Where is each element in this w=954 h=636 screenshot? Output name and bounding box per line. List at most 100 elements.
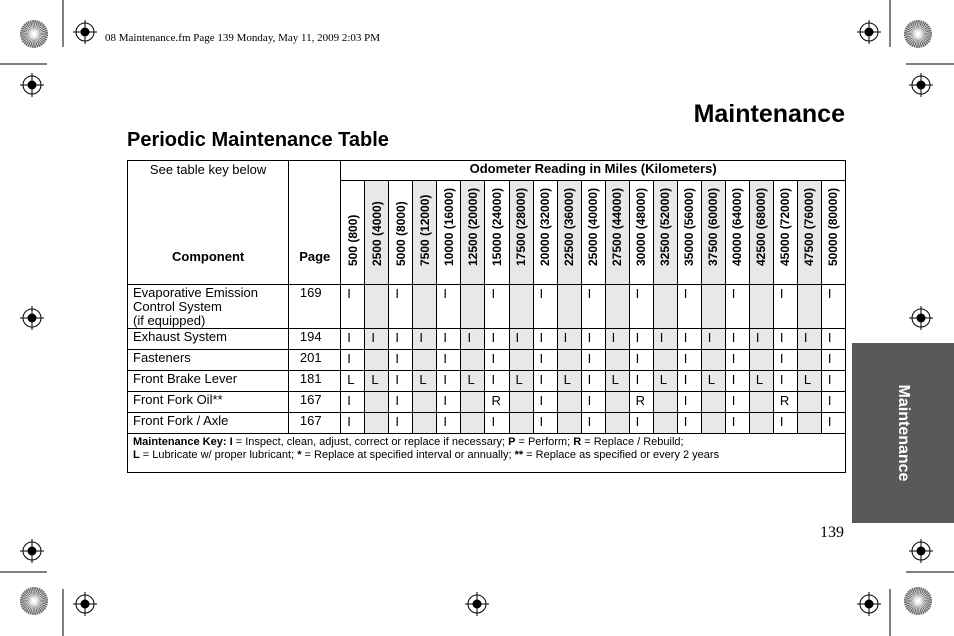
schedule-cell: I bbox=[676, 284, 702, 329]
schedule-cell: L bbox=[604, 370, 630, 392]
key-text: = Replace as specified or every 2 years bbox=[523, 449, 720, 461]
schedule-cell: I bbox=[484, 370, 510, 392]
schedule-cell: I bbox=[436, 370, 462, 392]
schedule-cell: I bbox=[724, 391, 750, 413]
schedule-cell: L bbox=[508, 370, 534, 392]
column-header: 7500 (12000) bbox=[412, 180, 438, 285]
schedule-cell: I bbox=[724, 328, 750, 350]
schedule-cell bbox=[652, 349, 678, 371]
schedule-cell bbox=[556, 284, 582, 329]
component-label: Exhaust System bbox=[133, 329, 227, 344]
column-header: 2500 (4000) bbox=[364, 180, 390, 285]
side-tab-maintenance[interactable]: Maintenance bbox=[852, 343, 954, 523]
schedule-cell bbox=[604, 391, 630, 413]
key-symbol: P bbox=[508, 436, 516, 448]
key-symbol: R bbox=[573, 436, 582, 448]
schedule-cell: I bbox=[340, 284, 366, 329]
column-header: 10000 (16000) bbox=[436, 180, 462, 285]
key-symbol: L bbox=[133, 449, 140, 461]
schedule-cell: I bbox=[532, 391, 558, 413]
component-label: Front Fork Oil** bbox=[133, 392, 223, 407]
schedule-cell bbox=[700, 412, 726, 434]
column-header: 20000 (32000) bbox=[532, 180, 558, 285]
schedule-cell: I bbox=[676, 349, 702, 371]
column-header-label: 37500 (60000) bbox=[706, 187, 721, 266]
schedule-cell: I bbox=[340, 349, 366, 371]
column-header: 50000 (80000) bbox=[820, 180, 847, 285]
page-cell: 169 bbox=[288, 284, 342, 329]
column-header-label: 45000 (72000) bbox=[778, 187, 793, 266]
page-number: 139 bbox=[820, 524, 844, 541]
key-symbol: ** bbox=[514, 449, 524, 461]
page-cell: 167 bbox=[288, 391, 342, 413]
schedule-cell: I bbox=[580, 370, 606, 392]
schedule-cell: I bbox=[628, 284, 654, 329]
schedule-cell: I bbox=[700, 328, 726, 350]
column-header-label: 17500 (28000) bbox=[514, 187, 529, 266]
component-label: Fasteners bbox=[133, 350, 191, 365]
schedule-cell: I bbox=[676, 412, 702, 434]
schedule-cell bbox=[460, 284, 486, 329]
schedule-cell: I bbox=[652, 328, 678, 350]
table-row: Front Fork Oil** 167 I I I R I I R I I R I bbox=[126, 391, 847, 413]
crosshair-mark-icon bbox=[909, 539, 933, 563]
component-label: Control System bbox=[133, 299, 222, 314]
component-label: Front Brake Lever bbox=[133, 371, 238, 386]
column-header: 42500 (68000) bbox=[748, 180, 774, 285]
schedule-cell bbox=[412, 412, 438, 434]
schedule-cell: I bbox=[532, 284, 558, 329]
schedule-cell: I bbox=[436, 391, 462, 413]
schedule-cell: L bbox=[652, 370, 678, 392]
key-symbol: * bbox=[297, 449, 302, 461]
schedule-cell: I bbox=[436, 412, 462, 434]
section-title: Periodic Maintenance Table bbox=[127, 129, 389, 151]
column-header-label: 500 (800) bbox=[345, 214, 360, 266]
column-header-label: 35000 (56000) bbox=[682, 187, 697, 266]
schedule-cell bbox=[556, 391, 582, 413]
schedule-cell: I bbox=[820, 349, 847, 371]
schedule-cell bbox=[700, 284, 726, 329]
schedule-cell: I bbox=[412, 328, 438, 350]
schedule-cell bbox=[556, 349, 582, 371]
crosshair-mark-icon bbox=[909, 73, 933, 97]
schedule-cell: I bbox=[340, 328, 366, 350]
schedule-cell bbox=[604, 284, 630, 329]
schedule-cell bbox=[412, 284, 438, 329]
crosshair-mark-icon bbox=[465, 592, 489, 616]
component-cell: Exhaust System bbox=[126, 328, 290, 350]
schedule-cell bbox=[364, 349, 390, 371]
table-key-note: See table key below bbox=[149, 162, 267, 177]
schedule-cell: I bbox=[628, 328, 654, 350]
column-header-label: 42500 (68000) bbox=[754, 187, 769, 266]
schedule-cell bbox=[364, 391, 390, 413]
schedule-cell: I bbox=[820, 328, 847, 350]
schedule-cell bbox=[508, 349, 534, 371]
schedule-cell: I bbox=[532, 349, 558, 371]
schedule-cell: I bbox=[820, 391, 847, 413]
crosshair-mark-icon bbox=[73, 20, 97, 44]
schedule-cell: R bbox=[628, 391, 654, 413]
table-row: Evaporative Emission Control System (if eq… bbox=[126, 284, 847, 329]
schedule-cell: I bbox=[628, 412, 654, 434]
schedule-cell: I bbox=[604, 328, 630, 350]
schedule-cell: I bbox=[772, 284, 798, 329]
schedule-cell bbox=[748, 284, 774, 329]
schedule-cell bbox=[796, 391, 822, 413]
schedule-cell bbox=[700, 349, 726, 371]
column-header: 27500 (44000) bbox=[604, 180, 630, 285]
schedule-cell bbox=[796, 349, 822, 371]
component-label: Front Fork / Axle bbox=[133, 413, 229, 428]
schedule-cell: I bbox=[388, 370, 414, 392]
component-cell: Evaporative Emission Control System (if eq… bbox=[126, 284, 290, 329]
schedule-cell: I bbox=[724, 284, 750, 329]
schedule-cell: I bbox=[532, 370, 558, 392]
crosshair-mark-icon bbox=[909, 306, 933, 330]
crosshair-mark-icon bbox=[20, 73, 44, 97]
column-header-label: 40000 (64000) bbox=[730, 187, 745, 266]
schedule-cell bbox=[508, 284, 534, 329]
column-header: 45000 (72000) bbox=[772, 180, 798, 285]
schedule-cell: I bbox=[340, 391, 366, 413]
schedule-cell bbox=[364, 412, 390, 434]
column-header: 12500 (20000) bbox=[460, 180, 486, 285]
column-header: 17500 (28000) bbox=[508, 180, 534, 285]
